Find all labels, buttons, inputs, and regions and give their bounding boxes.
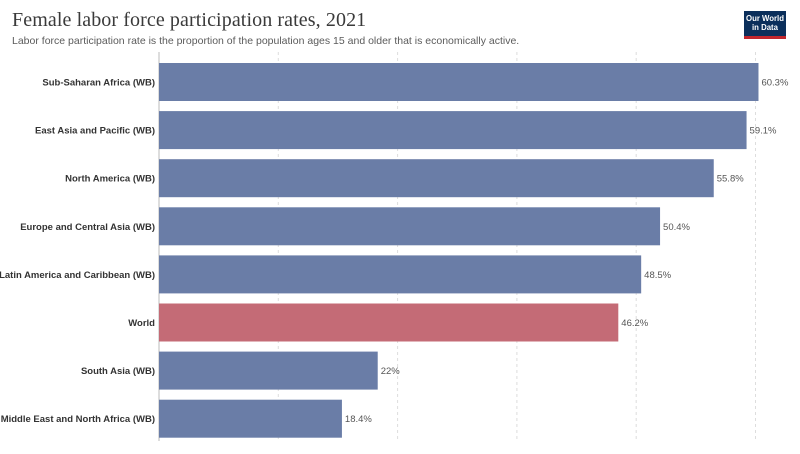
- category-label: Europe and Central Asia (WB): [20, 222, 155, 233]
- category-label: North America (WB): [65, 174, 155, 185]
- value-label: 22%: [381, 366, 401, 377]
- category-label: South Asia (WB): [81, 366, 155, 377]
- value-label: 18.4%: [345, 414, 372, 425]
- bar[interactable]: [159, 399, 342, 438]
- bar[interactable]: [159, 207, 661, 246]
- bar[interactable]: [159, 159, 714, 198]
- category-label: World: [128, 318, 155, 329]
- owid-logo[interactable]: Our World in Data: [744, 11, 786, 39]
- category-label: Latin America and Caribbean (WB): [0, 270, 155, 281]
- value-label: 46.2%: [621, 318, 648, 329]
- category-label: Middle East and North Africa (WB): [1, 414, 155, 425]
- bar[interactable]: [159, 255, 642, 294]
- bars: [159, 63, 759, 438]
- logo-line-1: Our World: [746, 14, 784, 23]
- logo-line-2: in Data: [752, 22, 778, 32]
- labels: Sub-Saharan Africa (WB) 60.3% East Asia an…: [0, 78, 789, 426]
- category-label: Sub-Saharan Africa (WB): [42, 78, 155, 89]
- bar[interactable]: [159, 111, 747, 150]
- bar[interactable]: [159, 303, 619, 342]
- value-label: 60.3%: [761, 78, 788, 89]
- value-label: 48.5%: [644, 270, 671, 281]
- bar[interactable]: [159, 351, 378, 390]
- bar[interactable]: [159, 63, 759, 101]
- chart-title: Female labor force participation rates, …: [12, 9, 367, 31]
- value-label: 59.1%: [750, 126, 777, 137]
- category-label: East Asia and Pacific (WB): [35, 126, 155, 137]
- value-label: 55.8%: [717, 174, 744, 185]
- value-label: 50.4%: [663, 222, 690, 233]
- chart-subtitle: Labor force participation rate is the pr…: [12, 35, 520, 47]
